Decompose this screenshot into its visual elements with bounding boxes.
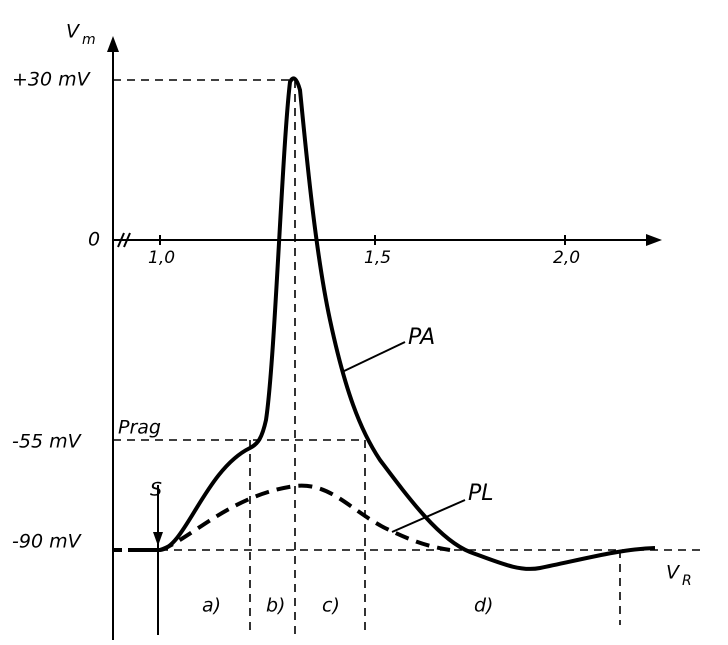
- x-tick-label: 2,0: [553, 248, 580, 268]
- x-tick-label: 1,5: [364, 248, 391, 268]
- y-arrow: [107, 36, 119, 52]
- phase-label: d): [474, 595, 493, 617]
- y-tick-label: -55 mV: [12, 431, 83, 453]
- y-axis-subscript: m: [82, 32, 96, 48]
- axis-break: [117, 232, 131, 248]
- phase-label: b): [266, 595, 285, 617]
- y-tick-label: 0: [88, 229, 100, 251]
- action-potential-curve: [113, 76, 656, 571]
- pointer: [391, 499, 466, 533]
- stimulus-arrow: [153, 532, 163, 546]
- local-potential-curve: [159, 483, 451, 552]
- y-axis-symbol: V: [66, 21, 81, 43]
- phase-label: a): [202, 595, 221, 617]
- threshold-label: Prag: [118, 417, 161, 439]
- y-tick-label: -90 mV: [12, 531, 83, 553]
- pl-label: PL: [468, 481, 494, 506]
- stimulus-label: S: [150, 479, 162, 501]
- x-axis-symbol: V: [666, 562, 681, 584]
- x-tick-label: 1,0: [148, 248, 175, 268]
- pa-label: PA: [408, 325, 435, 350]
- x-arrow: [646, 234, 662, 246]
- y-tick-label: +30 mV: [12, 69, 92, 91]
- x-axis-subscript: R: [682, 573, 692, 589]
- pointer: [341, 341, 406, 373]
- phase-label: c): [322, 595, 340, 617]
